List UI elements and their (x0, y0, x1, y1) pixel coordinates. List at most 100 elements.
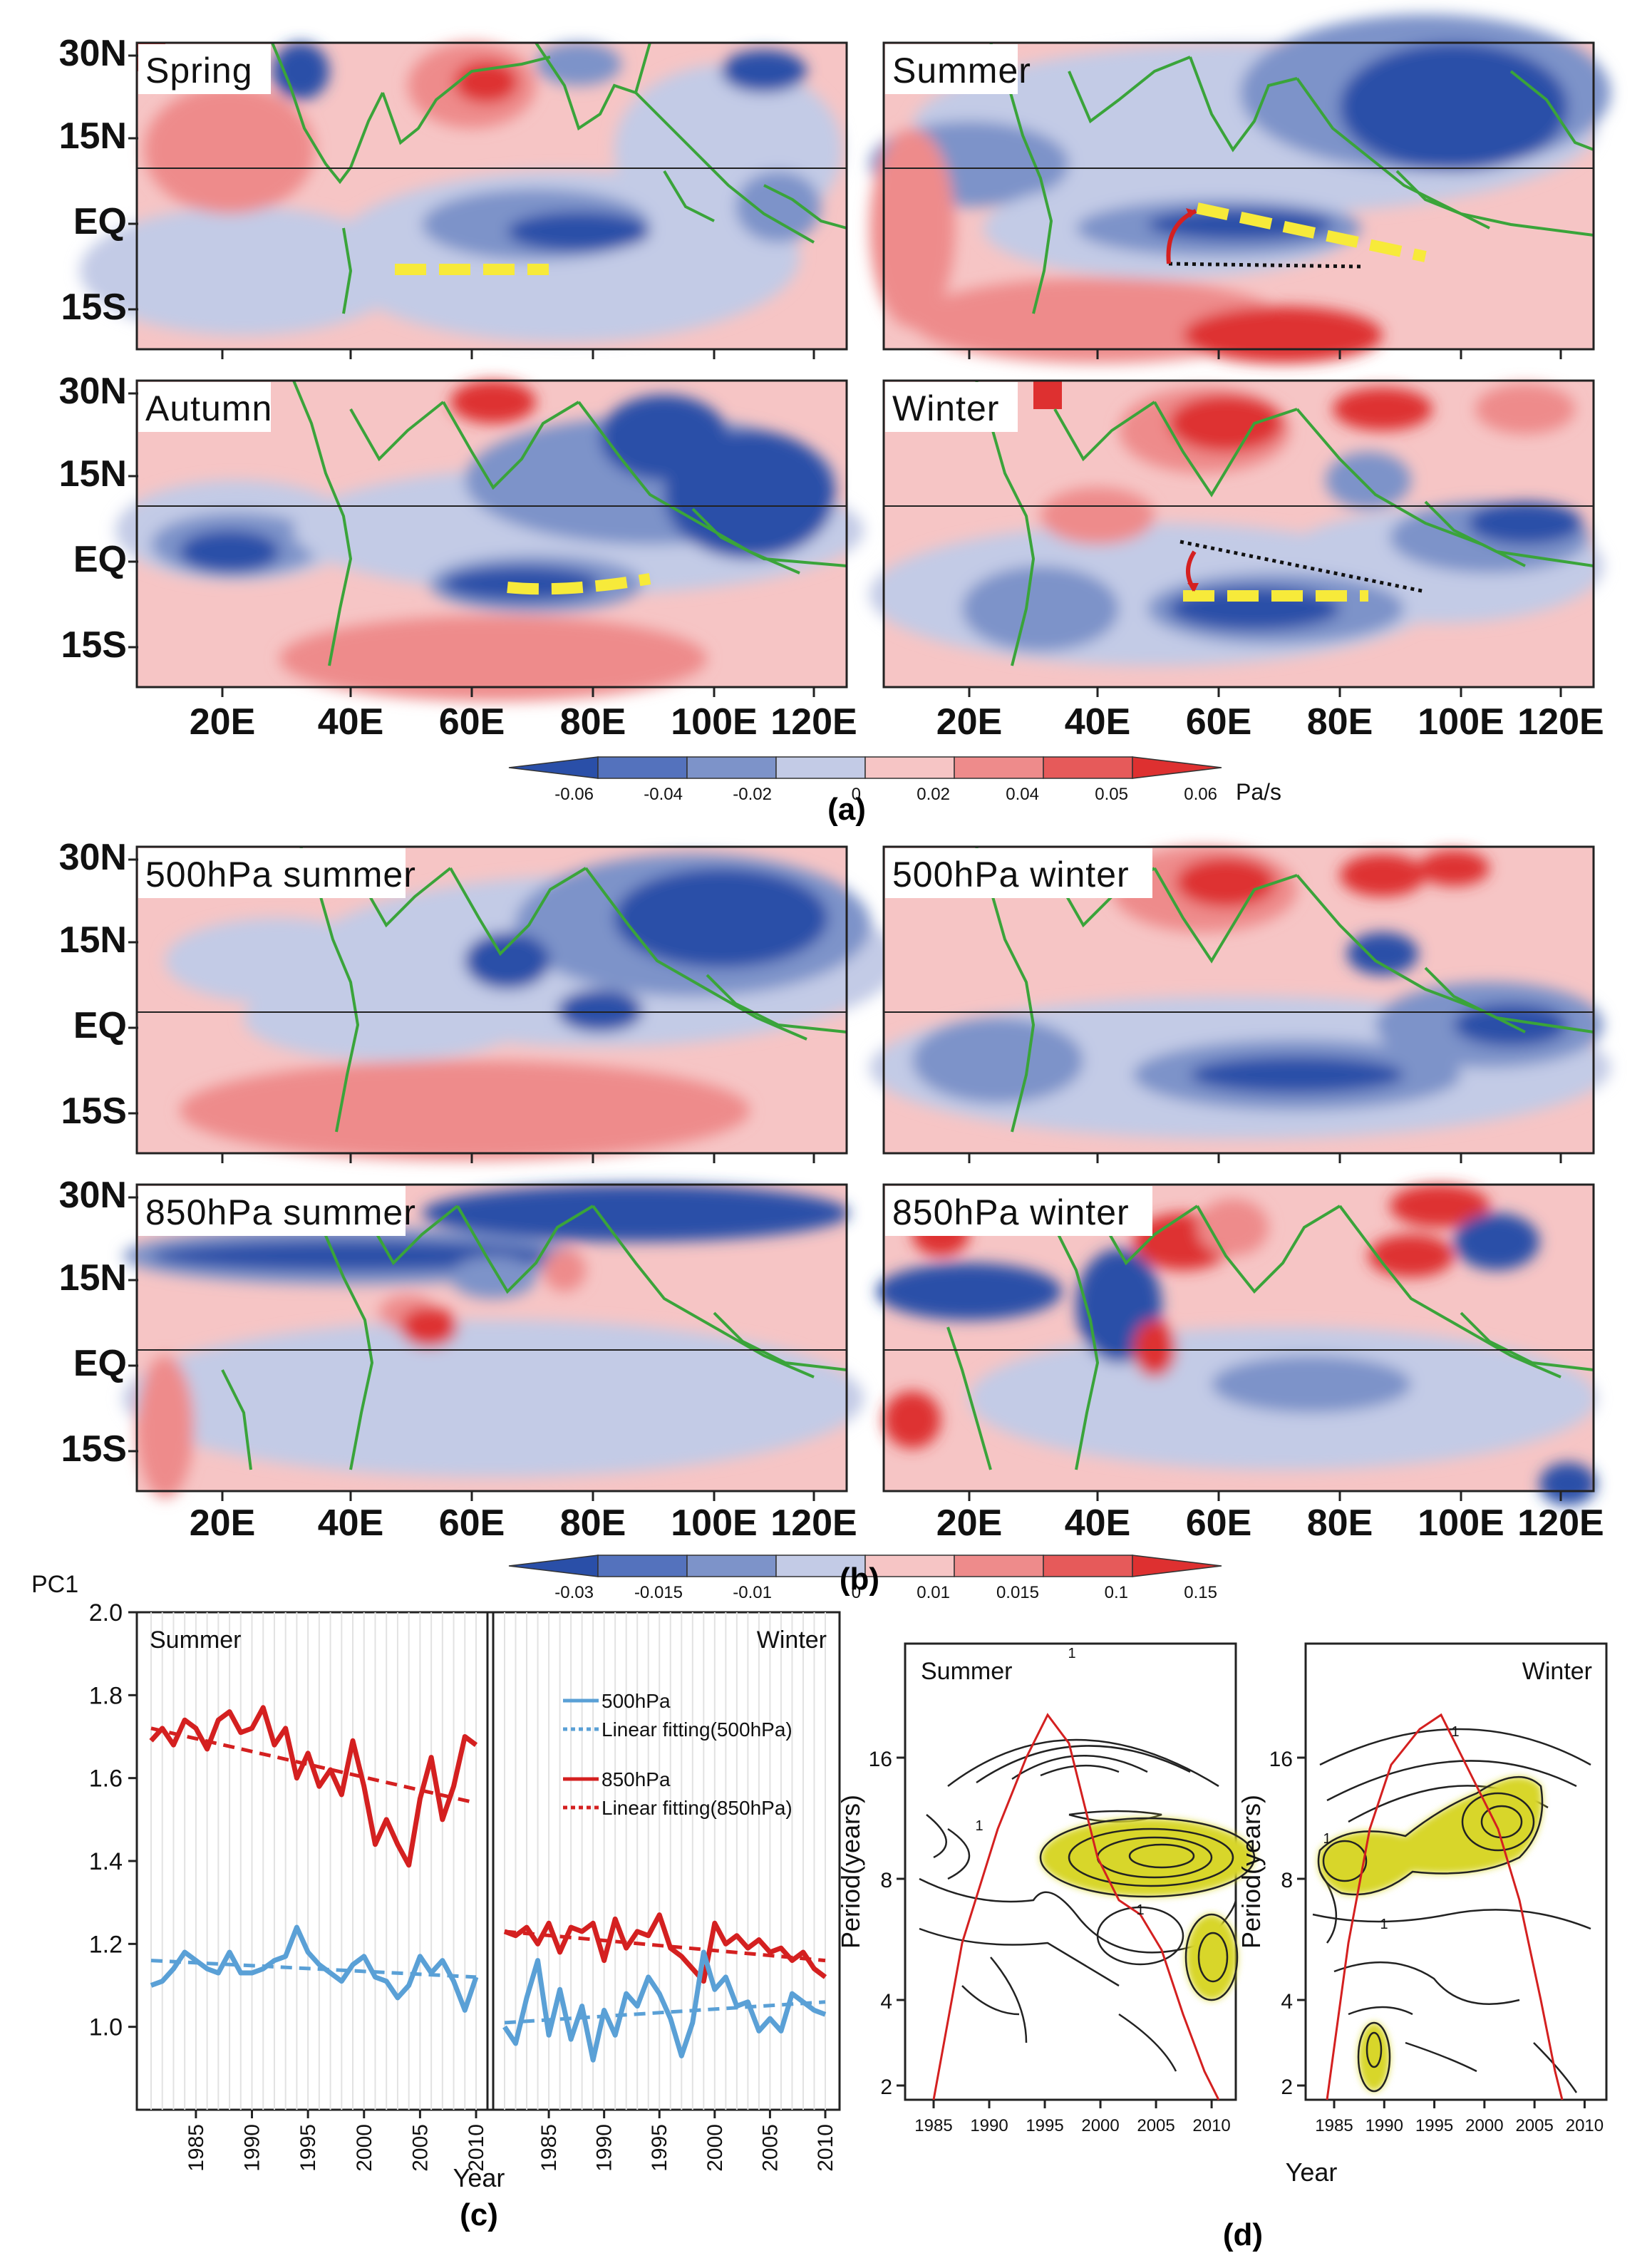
lon-label: 20E (936, 1502, 1003, 1544)
legend-label: 850hPa (602, 1768, 671, 1790)
colorbar-tick-label: 0.04 (1006, 785, 1039, 804)
lat-label: EQ (73, 539, 127, 580)
contour-label: 1 (1451, 1724, 1459, 1740)
lon-label: 60E (439, 1502, 505, 1544)
map-title: Winter (885, 382, 1018, 432)
y-tick-label: 1.4 (89, 1848, 123, 1875)
x-tick-label: 1990 (241, 2124, 264, 2172)
map-title-text: 850hPa winter (892, 1192, 1130, 1232)
map-summer (869, 14, 1611, 364)
lon-label: 40E (1065, 701, 1131, 743)
colorbar-swatch (508, 1555, 599, 1577)
wavelet-panel-title: Summer (921, 1658, 1012, 1685)
lat-label: 15S (61, 287, 127, 328)
panel-a-maps (80, 14, 1611, 701)
lat-label: 15N (59, 453, 127, 495)
map-title: 500hPa winter (885, 848, 1152, 898)
colorbar-tick-label: 0.15 (1184, 1583, 1217, 1602)
contour-label: 1 (1068, 1646, 1075, 1661)
colorbar-tick-label: 0 (852, 1583, 861, 1602)
map-title-box (885, 44, 1018, 94)
lon-label: 120E (1517, 701, 1604, 743)
wavelet-x-tick-label: 1995 (1026, 2116, 1063, 2135)
map-title-text: Winter (892, 388, 999, 428)
lon-label: 20E (190, 1502, 256, 1544)
lon-label: 40E (1065, 1502, 1131, 1544)
colorbar-swatch (864, 756, 955, 779)
lon-label: 60E (439, 701, 505, 743)
lon-label: 20E (190, 701, 256, 743)
colorbar-tick-label: 0.01 (917, 1583, 950, 1602)
contour-label: 1 (975, 1818, 983, 1834)
colorbar-tick-label: 0.02 (917, 785, 950, 804)
colorbar-swatch (775, 756, 866, 779)
wavelet-x-tick-label: 2005 (1137, 2116, 1175, 2135)
colorbar-swatch (686, 1555, 777, 1577)
colorbar-swatch (597, 1555, 688, 1577)
map-title: 850hPa summer (138, 1186, 416, 1236)
x-axis-label: Year (453, 2163, 505, 2192)
map-title: Summer (885, 44, 1031, 94)
lat-label: 30N (59, 1175, 127, 1216)
lat-label: 15S (61, 624, 127, 666)
lat-label: 30N (59, 837, 127, 878)
lon-label: 100E (1418, 1502, 1504, 1544)
colorbar-swatch (597, 756, 688, 779)
map-title-text: Summer (892, 51, 1031, 91)
lat-label: 15N (59, 919, 127, 961)
colorbar-swatch (1043, 756, 1133, 779)
wavelet-x-tick-label: 1990 (1366, 2116, 1403, 2135)
panel-title-winter: Winter (757, 1627, 827, 1654)
wavelet-y-tick-label: 2 (1281, 2076, 1293, 2099)
fit-500hpa-winter (504, 2000, 826, 2025)
map-title-text: Autumn (145, 388, 272, 428)
map-title-box (885, 382, 1018, 432)
legend-label: 500hPa (602, 1690, 671, 1712)
lat-label: 15N (59, 1257, 127, 1299)
wavelet-x-tick-label: 1995 (1415, 2116, 1453, 2135)
wavelet-x-tick-label: 2005 (1515, 2116, 1553, 2135)
lon-label: 120E (770, 1502, 857, 1544)
x-tick-label: 2000 (703, 2124, 727, 2172)
wavelet-x-tick-label: 2010 (1192, 2116, 1230, 2135)
fit-850hpa-winter (504, 1929, 826, 1963)
section-label-b: (b) (840, 1562, 879, 1597)
lon-label: 40E (318, 1502, 384, 1544)
lon-label: 20E (936, 701, 1003, 743)
x-tick-label: 2010 (465, 2124, 488, 2172)
map-title-box (138, 44, 271, 94)
y-tick-label: 1.8 (89, 1682, 123, 1709)
colorbar-swatch (1043, 1555, 1133, 1577)
colorbar-tick-label: -0.015 (634, 1583, 683, 1602)
map-title: Autumn (138, 382, 272, 432)
lat-label: 15N (59, 115, 127, 157)
section-label-a: (a) (827, 792, 866, 827)
lon-label: 80E (560, 1502, 626, 1544)
lat-label: EQ (73, 201, 127, 242)
colorbar-b: -0.03 -0.015 -0.01 0 0.01 0.015 0.1 0.15 (508, 1555, 1222, 1602)
wavelet-labels: Summer 2 4 8 16 Period(years) 1985 1990 1995 2000… (836, 1646, 1604, 2187)
colorbar-tick-label: -0.06 (554, 785, 594, 804)
x-tick-label: 2000 (353, 2124, 376, 2172)
map-title-text: 850hPa summer (145, 1192, 416, 1232)
colorbar-tick-label: 0.05 (1095, 785, 1128, 804)
map-autumn (115, 379, 864, 701)
lon-label: 60E (1186, 701, 1252, 743)
wavelet-y-axis-label: Period(years) (1237, 1795, 1266, 1949)
series-850hpa-winter (503, 1912, 827, 1984)
map-title-box (138, 382, 271, 432)
wavelet-y-tick-label: 4 (880, 1990, 892, 2014)
x-tick-label: 1995 (648, 2124, 671, 2172)
wavelet-y-tick-label: 4 (1281, 1990, 1293, 2014)
map-title-box (138, 1186, 406, 1236)
lat-label: 15S (61, 1428, 127, 1470)
map-title-text: 500hPa summer (145, 855, 416, 895)
lon-label: 60E (1186, 1502, 1252, 1544)
series-500hpa-summer (150, 1924, 479, 2013)
map-winter (869, 379, 1604, 689)
wavelet-y-tick-label: 2 (880, 2076, 892, 2099)
colorbar-swatch (1132, 756, 1222, 779)
pc1-time-series-chart: 1.0 1.2 1.4 1.6 1.8 2.0 PC1 Summer Winter 500hPa L… (31, 1571, 841, 2192)
map-labels: Spring Summer Autumn Winter 500hPa summer 500… (59, 33, 1604, 1544)
contour-label: 1 (1323, 1831, 1331, 1847)
